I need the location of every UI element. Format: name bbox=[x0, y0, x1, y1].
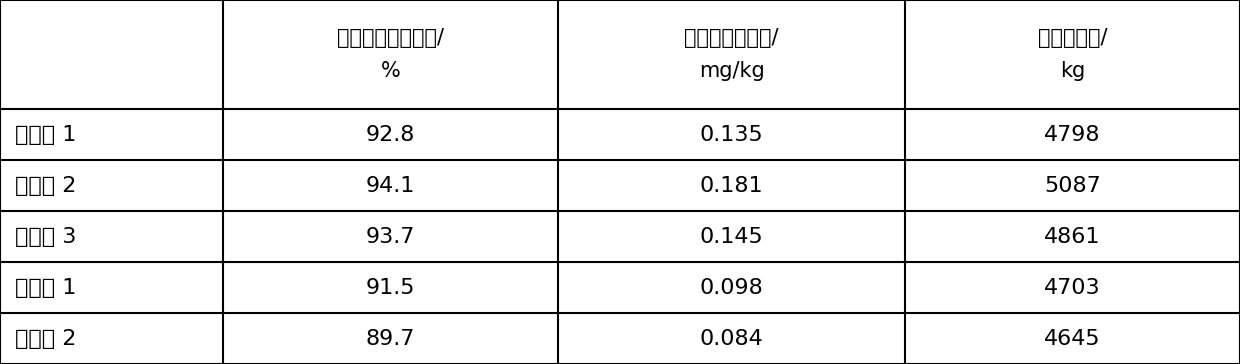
Text: 92.8: 92.8 bbox=[366, 125, 415, 145]
Text: 0.145: 0.145 bbox=[699, 227, 764, 246]
Text: 4645: 4645 bbox=[1044, 329, 1101, 348]
Text: 5087: 5087 bbox=[1044, 176, 1101, 195]
Text: 甘蔗茎的硒含量/
mg/kg: 甘蔗茎的硒含量/ mg/kg bbox=[684, 28, 779, 81]
Text: 4798: 4798 bbox=[1044, 125, 1101, 145]
Text: 0.181: 0.181 bbox=[699, 176, 764, 195]
Text: 91.5: 91.5 bbox=[366, 278, 415, 297]
Text: 0.135: 0.135 bbox=[699, 125, 764, 145]
Text: 0.098: 0.098 bbox=[699, 278, 764, 297]
Text: 甘蔗种株的发芽率/
%: 甘蔗种株的发芽率/ % bbox=[337, 28, 444, 81]
Text: 89.7: 89.7 bbox=[366, 329, 415, 348]
Text: 94.1: 94.1 bbox=[366, 176, 415, 195]
Text: 对比例 1: 对比例 1 bbox=[15, 278, 76, 297]
Text: 实施例 3: 实施例 3 bbox=[15, 227, 76, 246]
Text: 0.084: 0.084 bbox=[699, 329, 764, 348]
Text: 实施例 2: 实施例 2 bbox=[15, 176, 76, 195]
Text: 甘蔗的重量/
kg: 甘蔗的重量/ kg bbox=[1038, 28, 1107, 81]
Text: 93.7: 93.7 bbox=[366, 227, 415, 246]
Text: 实施例 1: 实施例 1 bbox=[15, 125, 76, 145]
Text: 4703: 4703 bbox=[1044, 278, 1101, 297]
Text: 4861: 4861 bbox=[1044, 227, 1101, 246]
Text: 对比例 2: 对比例 2 bbox=[15, 329, 76, 348]
